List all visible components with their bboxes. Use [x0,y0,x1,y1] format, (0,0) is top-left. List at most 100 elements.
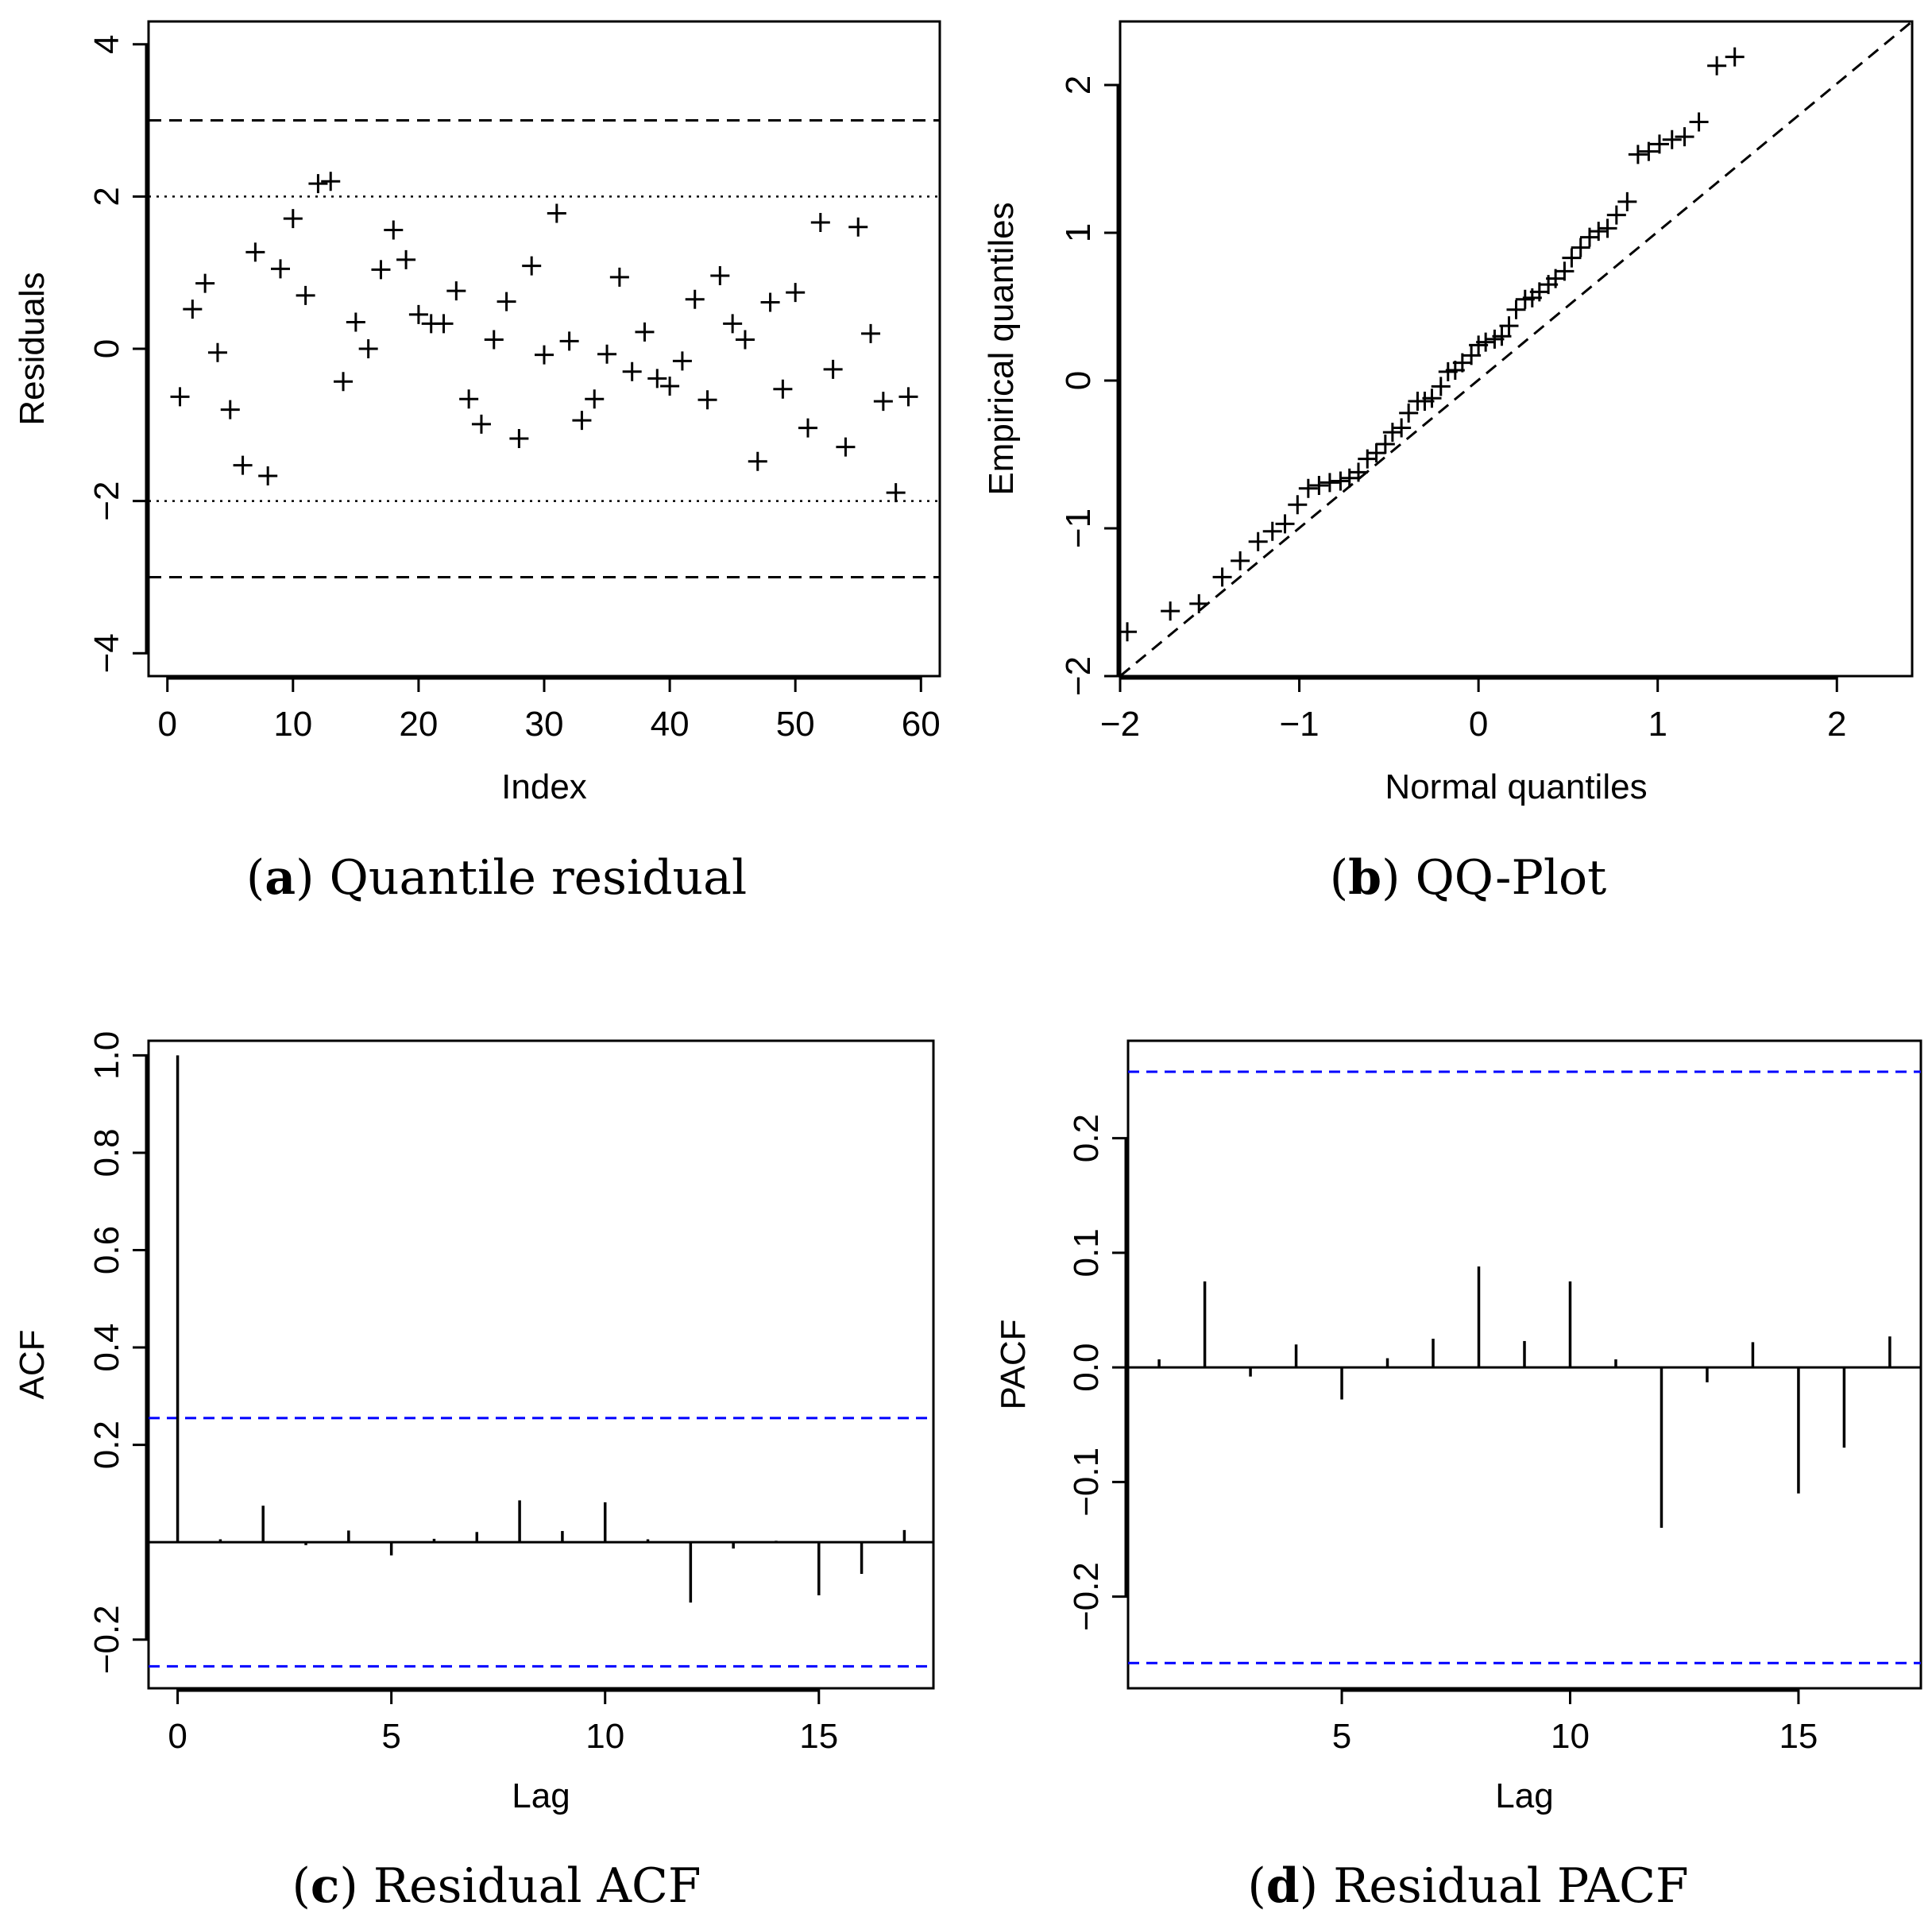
plot-area [1128,1070,1921,1664]
y-tick-label: −0.2 [87,1605,126,1674]
data-point [886,483,906,503]
x-tick-label: 15 [1779,1717,1818,1756]
data-point [1598,218,1617,238]
data-point [1589,222,1609,242]
y-tick-label: 1 [1059,223,1098,242]
data-point [233,455,253,475]
data-point [1675,127,1694,147]
y-tick-label: 0.6 [87,1226,126,1274]
data-point [1639,141,1659,161]
y-tick-label: 4 [87,35,126,54]
data-point [1392,418,1412,438]
y-axis-label: PACF [994,1319,1033,1409]
data-point [1476,332,1496,352]
data-point [308,174,328,194]
y-tick-label: −0.2 [1067,1562,1106,1631]
caption-letter: c [311,1858,340,1914]
data-point [334,372,354,392]
data-point [1617,191,1637,211]
caption-letter: d [1266,1858,1300,1914]
data-point [585,389,605,409]
y-tick-label: −4 [87,633,126,673]
x-tick-label: −1 [1279,705,1319,744]
data-point [1231,551,1250,570]
y-tick-label: 0 [87,339,126,358]
plot-frame [1126,1039,1922,1690]
caption-text: Quantile residual [330,850,748,906]
data-point [1399,403,1419,423]
data-points [170,172,918,503]
data-point [559,331,579,351]
x-tick-label: 2 [1827,705,1846,744]
data-point [609,267,629,287]
y-tick-label: 1.0 [87,1031,126,1080]
data-point [1506,300,1526,319]
panel-a-quantile-residual: 0 10 20 30 40 50 60 −4 −2 0 2 4 Index Residuals (a) Qu… [13,20,941,906]
data-point [898,387,918,407]
data-point [446,281,466,301]
data-point [195,273,215,293]
x-axis-label: Normal quantiles [1385,767,1647,806]
data-point [1309,476,1329,496]
data-point [760,292,780,312]
data-point [1422,389,1442,408]
data-point [1120,622,1138,642]
panel-caption: (a) Quantile residual [246,850,747,906]
x-tick-label: 1 [1648,705,1667,744]
data-point [283,209,303,229]
data-point [1375,434,1395,454]
data-point [408,304,428,324]
data-point [1262,521,1282,541]
data-point [1298,478,1318,498]
plot-area [1120,21,1912,676]
x-tick-label: 0 [168,1717,187,1756]
y-axis: −4 −2 0 2 4 [87,35,149,673]
x-tick-label: 30 [525,705,564,744]
x-axis-label: Lag [512,1776,570,1815]
data-point [522,256,542,276]
data-point [245,242,265,262]
data-point [1606,205,1626,225]
x-axis: −2 −1 0 1 2 [1100,676,1847,744]
y-tick-label: 0.8 [87,1128,126,1177]
x-tick-label: 5 [1332,1717,1351,1756]
plot-area [149,1055,933,1668]
data-point [296,285,315,305]
y-axis-label: ACF [13,1330,52,1400]
data-point [710,266,730,286]
data-point [748,451,767,471]
data-point [346,312,365,332]
data-point [1212,567,1232,587]
y-axis: −0.2 −0.1 0.0 0.1 0.2 [1067,1114,1128,1631]
y-tick-label: 0.1 [1067,1228,1106,1277]
x-tick-label: 5 [381,1717,400,1756]
x-tick-label: 0 [157,705,176,744]
caption-paren-close: ) [1381,850,1415,906]
data-point [622,361,642,381]
caption-paren-close: ) [296,850,329,906]
caption-text: Residual ACF [373,1858,701,1914]
caption-paren-open: ( [1330,850,1348,906]
data-point [1562,248,1582,268]
data-point [547,203,566,223]
caption-paren-open: ( [246,850,265,906]
data-point [471,414,491,434]
data-point [321,172,341,191]
caption-text: Residual PACF [1333,1858,1688,1914]
data-point [1492,327,1512,346]
plot-frame [1119,20,1914,678]
data-point [836,437,856,457]
data-point [1382,423,1402,443]
x-axis: 5 10 15 [1332,1688,1818,1756]
data-point [697,390,717,410]
y-tick-label: −1 [1059,508,1098,548]
stems [1157,1266,1891,1529]
y-tick-label: 0.2 [87,1421,126,1469]
data-point [220,400,240,419]
panel-caption: (c) Residual ACF [292,1858,701,1914]
data-point [1649,134,1669,154]
data-point [723,314,743,334]
stems [176,1055,906,1603]
data-point [271,259,290,279]
data-point [384,220,404,240]
